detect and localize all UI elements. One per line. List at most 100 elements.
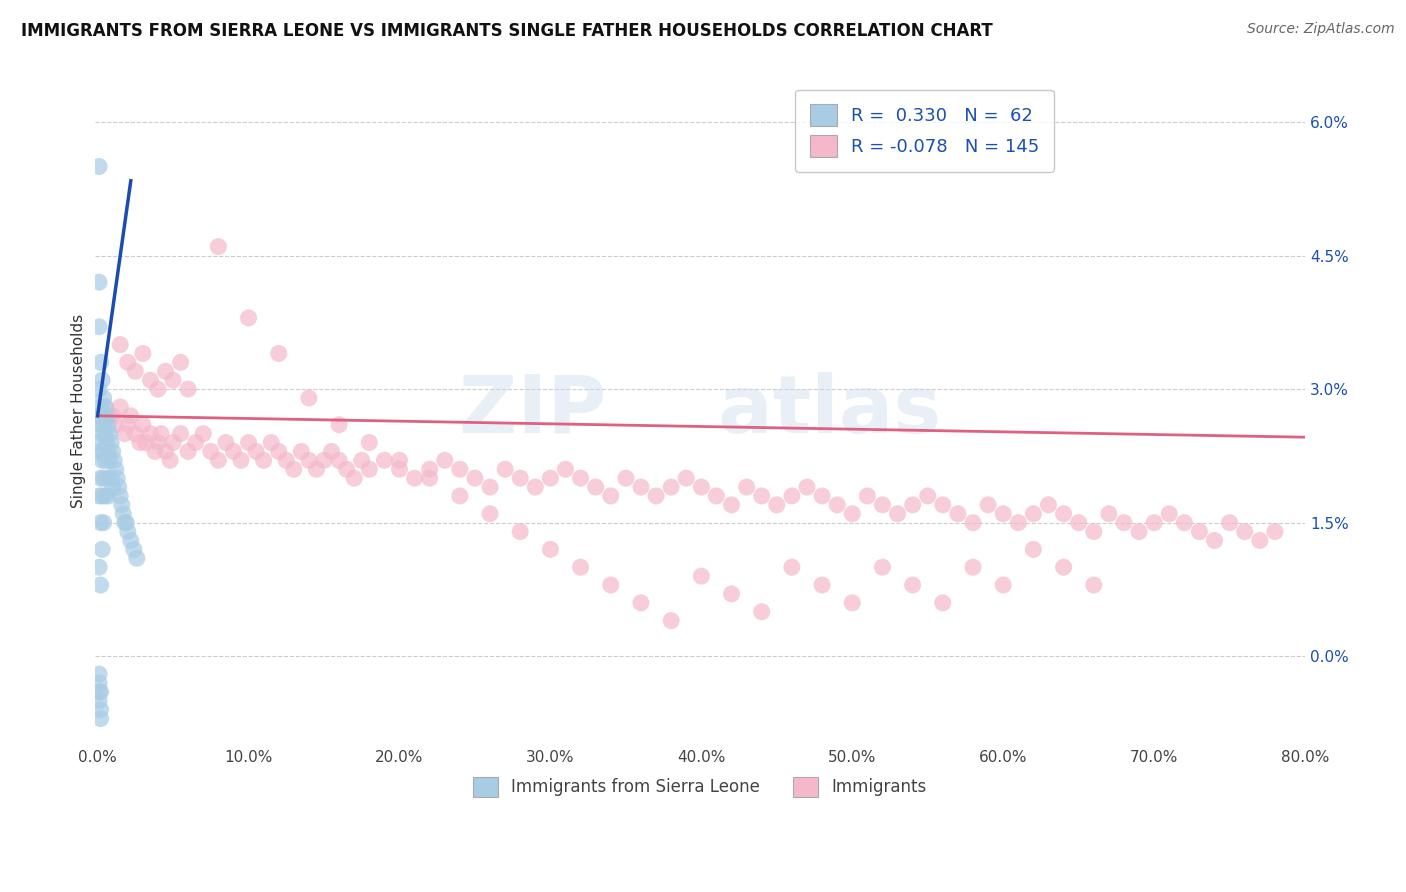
Point	[169, 355, 191, 369]
Point	[690, 569, 713, 583]
Point	[162, 373, 184, 387]
Point	[90, 578, 112, 592]
Point	[215, 435, 238, 450]
Point	[675, 471, 697, 485]
Point	[87, 319, 110, 334]
Point	[524, 480, 547, 494]
Point	[104, 462, 127, 476]
Point	[886, 507, 908, 521]
Point	[479, 507, 502, 521]
Point	[630, 480, 652, 494]
Point	[599, 489, 621, 503]
Point	[328, 453, 350, 467]
Point	[1112, 516, 1135, 530]
Point	[630, 596, 652, 610]
Point	[946, 507, 969, 521]
Point	[856, 489, 879, 503]
Point	[110, 489, 132, 503]
Point	[1204, 533, 1226, 548]
Point	[1249, 533, 1271, 548]
Point	[124, 364, 146, 378]
Point	[305, 462, 328, 476]
Point	[1188, 524, 1211, 539]
Point	[193, 426, 215, 441]
Point	[585, 480, 607, 494]
Point	[135, 435, 157, 450]
Point	[87, 275, 110, 289]
Point	[87, 409, 110, 423]
Point	[122, 542, 145, 557]
Point	[94, 400, 117, 414]
Point	[479, 480, 502, 494]
Point	[1007, 516, 1029, 530]
Point	[100, 471, 122, 485]
Point	[765, 498, 787, 512]
Point	[720, 498, 742, 512]
Point	[96, 409, 118, 423]
Point	[373, 453, 395, 467]
Point	[111, 498, 134, 512]
Point	[932, 596, 955, 610]
Point	[90, 471, 112, 485]
Point	[538, 471, 561, 485]
Point	[87, 694, 110, 708]
Point	[110, 400, 132, 414]
Point	[1219, 516, 1241, 530]
Point	[93, 417, 115, 432]
Point	[94, 426, 117, 441]
Text: Source: ZipAtlas.com: Source: ZipAtlas.com	[1247, 22, 1395, 37]
Point	[91, 489, 114, 503]
Point	[94, 453, 117, 467]
Point	[404, 471, 426, 485]
Point	[146, 382, 169, 396]
Point	[120, 409, 142, 423]
Point	[155, 444, 177, 458]
Point	[94, 489, 117, 503]
Point	[103, 453, 125, 467]
Point	[93, 444, 115, 458]
Point	[780, 489, 803, 503]
Point	[388, 462, 411, 476]
Point	[87, 676, 110, 690]
Point	[599, 578, 621, 592]
Point	[91, 453, 114, 467]
Point	[569, 471, 592, 485]
Text: IMMIGRANTS FROM SIERRA LEONE VS IMMIGRANTS SINGLE FATHER HOUSEHOLDS CORRELATION : IMMIGRANTS FROM SIERRA LEONE VS IMMIGRAN…	[21, 22, 993, 40]
Point	[1083, 578, 1105, 592]
Point	[96, 435, 118, 450]
Point	[128, 435, 150, 450]
Point	[751, 605, 773, 619]
Point	[169, 426, 191, 441]
Point	[1052, 560, 1074, 574]
Point	[87, 489, 110, 503]
Point	[962, 560, 984, 574]
Point	[298, 453, 321, 467]
Point	[132, 417, 155, 432]
Point	[91, 542, 114, 557]
Point	[419, 462, 441, 476]
Point	[796, 480, 818, 494]
Point	[87, 382, 110, 396]
Point	[94, 400, 117, 414]
Point	[328, 417, 350, 432]
Point	[449, 462, 471, 476]
Point	[260, 435, 283, 450]
Point	[298, 391, 321, 405]
Point	[207, 239, 229, 253]
Point	[93, 516, 115, 530]
Point	[538, 542, 561, 557]
Y-axis label: Single Father Households: Single Father Households	[72, 314, 86, 508]
Point	[91, 426, 114, 441]
Point	[90, 685, 112, 699]
Point	[659, 480, 682, 494]
Point	[112, 507, 135, 521]
Point	[569, 560, 592, 574]
Point	[419, 471, 441, 485]
Point	[811, 578, 834, 592]
Point	[932, 498, 955, 512]
Point	[90, 400, 112, 414]
Point	[114, 516, 136, 530]
Point	[87, 435, 110, 450]
Point	[245, 444, 267, 458]
Point	[872, 560, 894, 574]
